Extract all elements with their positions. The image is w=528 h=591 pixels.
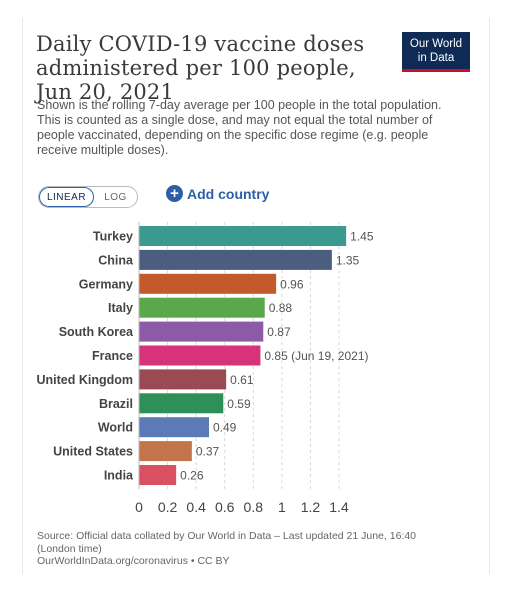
value-label: 0.85 (Jun 19, 2021) bbox=[264, 349, 368, 363]
x-tick-label: 0.8 bbox=[244, 499, 264, 515]
category-label: Italy bbox=[108, 301, 133, 315]
x-tick-label: 1 bbox=[278, 499, 286, 515]
value-label: 0.88 bbox=[269, 301, 293, 315]
bar bbox=[139, 273, 277, 294]
value-label: 0.59 bbox=[227, 397, 251, 411]
bar bbox=[139, 297, 265, 318]
linear-scale-button[interactable]: LINEAR bbox=[39, 187, 94, 207]
category-label: Brazil bbox=[99, 397, 133, 411]
category-label: Turkey bbox=[93, 230, 133, 244]
chart-subtitle: Shown is the rolling 7-day average per 1… bbox=[37, 98, 442, 157]
scale-toggle: LINEAR LOG bbox=[38, 186, 138, 208]
category-label: India bbox=[104, 469, 134, 483]
bar bbox=[139, 393, 224, 414]
value-label: 0.49 bbox=[213, 421, 237, 435]
category-label: Germany bbox=[79, 277, 133, 291]
add-country-label: Add country bbox=[187, 185, 270, 202]
category-label: France bbox=[92, 349, 133, 363]
add-country-button[interactable]: + Add country bbox=[166, 185, 269, 202]
bar bbox=[139, 345, 261, 366]
owid-logo[interactable]: Our World in Data bbox=[402, 32, 470, 72]
log-scale-button[interactable]: LOG bbox=[104, 191, 127, 203]
x-tick-label: 0 bbox=[135, 499, 143, 515]
x-tick-label: 1.2 bbox=[301, 499, 321, 515]
chart-title: Daily COVID-19 vaccine doses administere… bbox=[36, 32, 365, 104]
x-tick-label: 0.2 bbox=[158, 499, 178, 515]
value-label: 0.26 bbox=[180, 469, 204, 483]
x-tick-label: 0.4 bbox=[186, 499, 206, 515]
x-tick-label: 1.4 bbox=[329, 499, 349, 515]
logo-line-1: Our World bbox=[409, 38, 463, 50]
value-label: 0.37 bbox=[196, 445, 220, 459]
bar bbox=[139, 441, 192, 462]
bar bbox=[139, 465, 177, 485]
category-label: South Korea bbox=[59, 325, 134, 339]
source-text: Source: Official data collated by Our Wo… bbox=[37, 530, 417, 555]
chart-frame bbox=[22, 18, 490, 574]
value-label: 0.96 bbox=[280, 277, 304, 291]
plus-circle-icon: + bbox=[166, 185, 183, 202]
source-url[interactable]: OurWorldInData.org/coronavirus • CC BY bbox=[37, 555, 230, 567]
value-label: 1.35 bbox=[336, 253, 360, 267]
bar bbox=[139, 369, 227, 390]
bar bbox=[139, 417, 209, 438]
category-label: United Kingdom bbox=[36, 373, 133, 387]
category-label: World bbox=[98, 421, 133, 435]
category-label: United States bbox=[53, 445, 133, 459]
chart-source: Source: Official data collated by Our Wo… bbox=[37, 530, 457, 568]
value-label: 0.87 bbox=[267, 325, 291, 339]
logo-line-2: in Data bbox=[417, 52, 455, 64]
bar bbox=[139, 249, 332, 270]
bar bbox=[139, 226, 347, 246]
category-label: China bbox=[98, 253, 134, 267]
x-tick-label: 0.6 bbox=[215, 499, 235, 515]
value-label: 0.61 bbox=[230, 373, 254, 387]
value-label: 1.45 bbox=[350, 230, 374, 244]
bar bbox=[139, 321, 264, 342]
